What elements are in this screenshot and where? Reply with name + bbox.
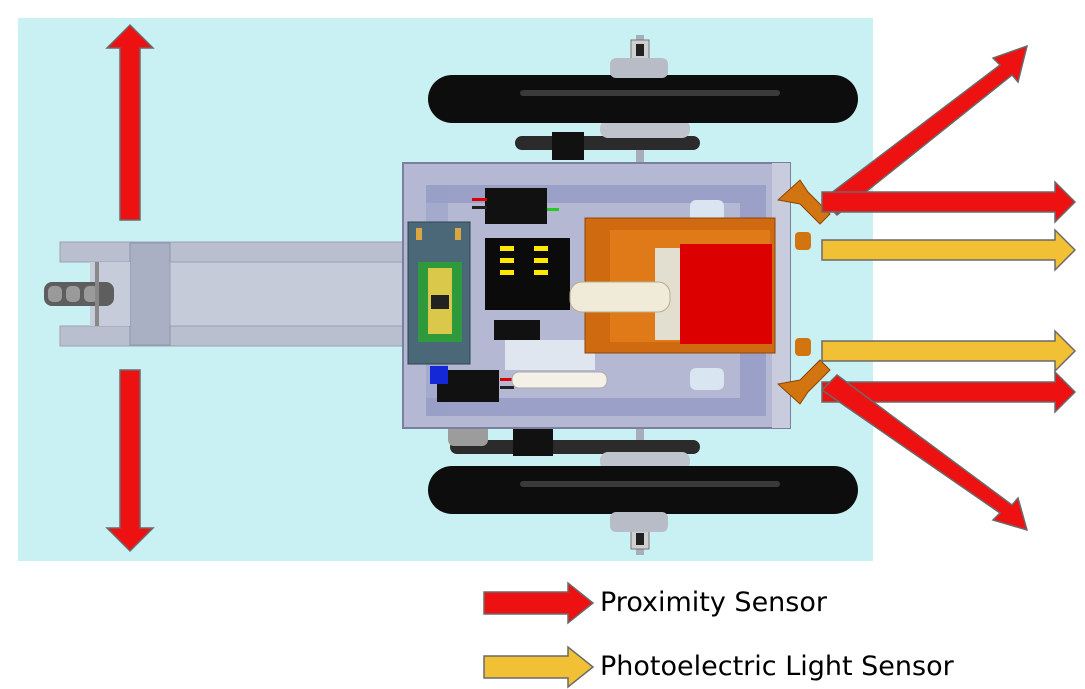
photoelectric-arrow-right-lower	[821, 329, 1077, 373]
photoelectric-arrow-right-upper	[821, 228, 1077, 272]
legend-photoelectric-label: Photoelectric Light Sensor	[600, 651, 954, 682]
claw-sensor-top	[776, 179, 831, 250]
gripper-assembly	[511, 217, 776, 389]
belt-drive-bottom	[448, 424, 700, 470]
claw-sensor-bottom	[776, 338, 831, 405]
wheel-bottom	[428, 466, 858, 532]
relay-block	[485, 238, 570, 340]
legend-proximity-arrow-icon	[483, 581, 595, 625]
proximity-arrow-left-up	[105, 23, 155, 221]
proximity-arrow-diagonal-down	[820, 374, 1029, 532]
motor-driver-top	[485, 188, 547, 224]
omni-caster-wheel	[44, 262, 114, 326]
legend-proximity-label: Proximity Sensor	[600, 587, 827, 618]
proximity-arrow-right-upper	[821, 180, 1077, 224]
proximity-arrow-left-down	[105, 369, 155, 553]
belt-drive-top	[515, 120, 700, 160]
wheel-top	[428, 58, 858, 123]
legend-photoelectric-arrow-icon	[483, 645, 595, 689]
controller-board	[407, 221, 471, 365]
